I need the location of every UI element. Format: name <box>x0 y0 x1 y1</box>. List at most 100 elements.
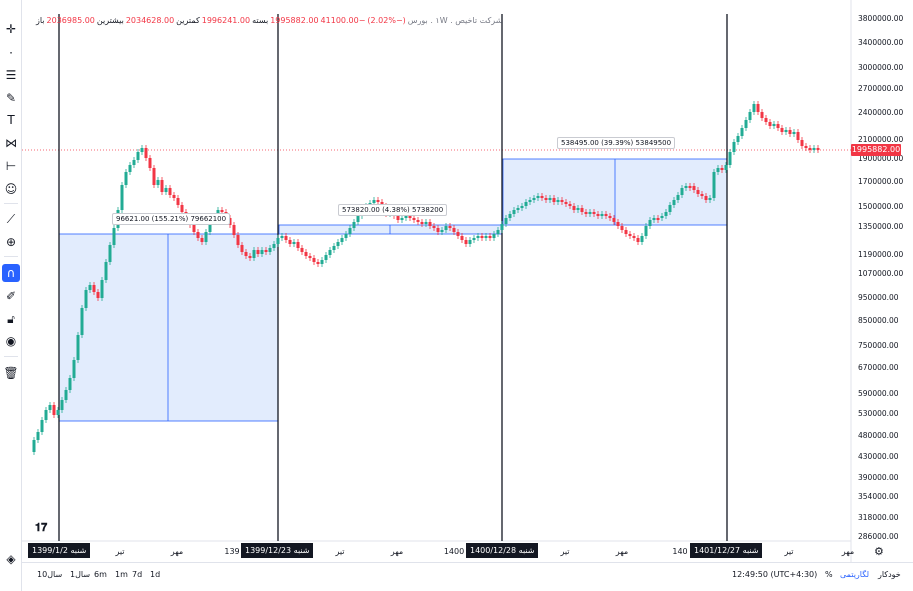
candle-body <box>512 210 516 214</box>
time-axis-label: مهر <box>170 547 183 556</box>
candle-body <box>712 172 716 198</box>
log-toggle[interactable]: لگاریتمی <box>840 570 870 579</box>
trend-lines-icon[interactable]: ☰ <box>5 68 17 82</box>
candle-body <box>592 212 596 214</box>
pen-icon[interactable]: ✎ <box>5 91 17 105</box>
candle-body <box>296 242 300 248</box>
price-axis-label: 430000.00 <box>858 452 899 461</box>
candle-body <box>100 280 104 298</box>
candle-body <box>612 218 616 222</box>
candle-body <box>468 240 472 244</box>
range-1m[interactable]: 1m <box>115 570 128 579</box>
percent-toggle[interactable]: % <box>825 570 833 579</box>
candle-body <box>548 198 552 200</box>
candle-body <box>144 148 148 158</box>
open-value: 2036985.00 <box>46 16 95 25</box>
candle-body <box>476 236 480 238</box>
price-axis-label: 3400000.00 <box>858 38 904 47</box>
candle-body <box>604 214 608 216</box>
candle-body <box>236 235 240 245</box>
measure-label-3[interactable]: 538495.00 (39.39%) 53849500 <box>557 137 676 149</box>
range-10y[interactable]: 10سال <box>37 570 63 579</box>
crosshair-icon[interactable]: ✛ <box>5 22 17 36</box>
auto-toggle[interactable]: خودکار <box>878 570 901 579</box>
price-axis-label: 750000.00 <box>858 341 899 350</box>
candle-body <box>240 245 244 252</box>
date-badge-4: 1401/12/27 شنبه <box>690 543 763 558</box>
price-axis-label: 590000.00 <box>858 389 899 398</box>
time-axis-label: 1400 <box>444 547 464 556</box>
candle-body <box>244 252 248 256</box>
candle-body <box>700 194 704 196</box>
pattern-icon[interactable]: ⋈ <box>5 136 17 150</box>
range-1d[interactable]: 1d <box>150 570 161 579</box>
lock-icon[interactable]: 🔓︎ <box>7 311 15 326</box>
candle-body <box>488 236 492 238</box>
candle-body <box>708 198 712 200</box>
zoom-icon[interactable]: ⊕ <box>5 235 17 249</box>
time-axis-label: تیر <box>114 547 124 556</box>
ruler-icon[interactable]: ⟋ <box>6 211 16 226</box>
candle-body <box>76 335 80 360</box>
candle-body <box>432 226 436 228</box>
candle-body <box>752 104 756 112</box>
price-axis-label: 390000.00 <box>858 473 899 482</box>
trash-icon[interactable]: 🗑︎ <box>3 366 19 380</box>
candle-body <box>644 226 648 236</box>
high-label: بیشترین <box>96 16 124 25</box>
measure-box <box>58 233 279 422</box>
candle-body <box>816 148 820 150</box>
candle-body <box>180 205 184 212</box>
measure-label-1[interactable]: 96621.00 (155.21%) 79662100 <box>112 213 231 225</box>
measure-label-2[interactable]: 573820.00 (4.38%) 5738200 <box>338 204 448 216</box>
candle-body <box>676 195 680 200</box>
candle-body <box>348 228 352 234</box>
candle-body <box>552 198 556 202</box>
text-icon[interactable]: T <box>7 113 15 127</box>
price-axis-label: 1700000.00 <box>858 177 904 186</box>
emoji-icon[interactable]: ☺ <box>4 182 18 196</box>
candle-body <box>788 130 792 134</box>
candle-body <box>560 200 564 202</box>
candle-body <box>284 236 288 240</box>
eye-icon[interactable]: ◉ <box>5 334 17 348</box>
candle-body <box>152 168 156 185</box>
range-6m[interactable]: 6m <box>94 570 107 579</box>
magnet-icon[interactable]: ∩ <box>2 264 20 282</box>
price-axis-label: 1900000.00 <box>858 154 904 163</box>
candle-body <box>576 208 580 210</box>
range-1y[interactable]: 1سال <box>70 570 91 579</box>
layers-icon[interactable]: ◈ <box>6 552 16 566</box>
symbol-name[interactable]: شرکت تاخیص . ۱W . بورس <box>407 16 503 25</box>
candle-body <box>628 234 632 236</box>
candle-body <box>88 285 92 290</box>
candle-body <box>356 216 360 222</box>
time-axis-label: مهر <box>615 547 628 556</box>
price-axis-label: 950000.00 <box>858 293 899 302</box>
candle-body <box>464 240 468 244</box>
candle-body <box>796 132 800 140</box>
candle-body <box>412 218 416 220</box>
candle-body <box>632 236 636 238</box>
candle-body <box>140 148 144 152</box>
candle-body <box>680 188 684 195</box>
clock[interactable]: 12:49:50 (UTC+4:30) <box>732 570 818 579</box>
candle-body <box>148 158 152 168</box>
candle-body <box>428 222 432 226</box>
candle-body <box>452 228 456 232</box>
lock-pencil-icon[interactable]: ✐ <box>5 289 17 303</box>
dot-icon[interactable]: ⋅ <box>9 46 13 60</box>
range-7d[interactable]: 7d <box>132 570 143 579</box>
candle-body <box>304 252 308 256</box>
prediction-icon[interactable]: ⊢ <box>5 159 17 173</box>
candle-body <box>136 152 140 160</box>
close-value: 1995882.00 <box>270 16 319 25</box>
candle-body <box>720 168 724 170</box>
price-axis-label: 2700000.00 <box>858 84 904 93</box>
candle-body <box>808 148 812 150</box>
candle-body <box>156 180 160 185</box>
candle-body <box>372 200 376 203</box>
candle-body <box>484 236 488 238</box>
candle-body <box>792 132 796 134</box>
